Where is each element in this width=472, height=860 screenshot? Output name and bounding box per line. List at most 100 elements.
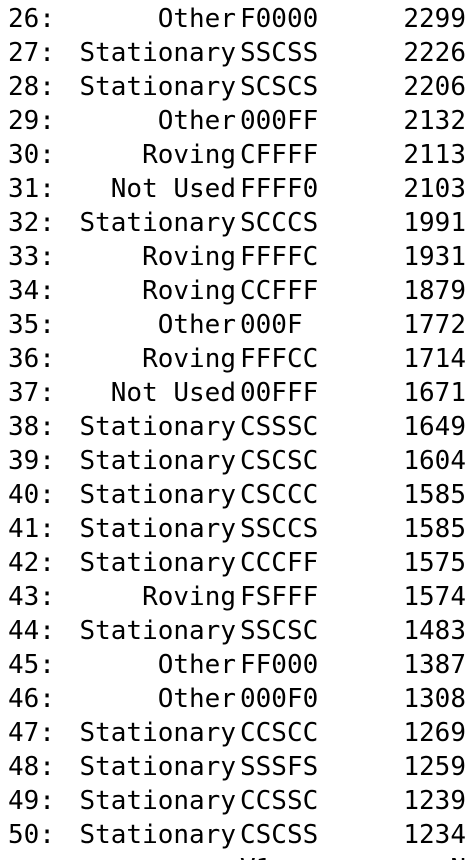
row-code: CSCSS [240,820,319,850]
table-row: 43: Roving FSFFF 1574 [0,580,472,614]
row-index: 26: [8,4,55,34]
row-code: CSSSC [240,412,319,442]
row-category: Roving [142,276,236,306]
row-code: CFFFF [240,140,319,170]
row-code: 000FF [240,106,319,136]
row-count: 2299 [403,4,466,34]
row-category: Roving [142,242,236,272]
row-count: 1879 [403,276,466,306]
row-category: Stationary [79,72,236,102]
row-code: CCSSC [240,786,319,816]
row-index: 35: [8,310,55,340]
row-code: SSSFS [240,752,319,782]
row-count: 1483 [403,616,466,646]
row-category: Stationary [79,412,236,442]
row-count: 1269 [403,718,466,748]
table-row: 49: Stationary CCSSC 1239 [0,784,472,818]
row-index: 48: [8,752,55,782]
table-row: 38: Stationary CSSSC 1649 [0,410,472,444]
row-count: 1991 [403,208,466,238]
row-index: 49: [8,786,55,816]
table-row: 47: Stationary CCSCC 1269 [0,716,472,750]
row-code: SSCSC [240,616,319,646]
row-index: 34: [8,276,55,306]
row-code: CCCFF [240,548,319,578]
table-row: 39: Stationary CSCSC 1604 [0,444,472,478]
row-count: 2132 [403,106,466,136]
row-index: 36: [8,344,55,374]
row-category: Other [157,650,236,680]
row-count: 1772 [403,310,466,340]
row-category: Other [157,4,236,34]
row-code: FF000 [240,650,319,680]
row-index: 29: [8,106,55,136]
table-row: 32: Stationary SCCCS 1991 [0,206,472,240]
row-index: 39: [8,446,55,476]
row-count: 2226 [403,38,466,68]
row-category: Stationary [79,548,236,578]
row-index: 27: [8,38,55,68]
table-row: 42: Stationary CCCFF 1575 [0,546,472,580]
table-row: 29: Other 000FF 2132 [0,104,472,138]
row-index: 30: [8,140,55,170]
row-code: CCSCC [240,718,319,748]
row-code: CCFFF [240,276,319,306]
table-row: 34: Roving CCFFF 1879 [0,274,472,308]
table-row: 36: Roving FFFCC 1714 [0,342,472,376]
row-category: Stationary [79,446,236,476]
row-index: 50: [8,820,55,850]
row-index: 28: [8,72,55,102]
row-category: Stationary [79,820,236,850]
table-row: 35: Other 000F 1772 [0,308,472,342]
row-category: Stationary [79,616,236,646]
row-category: Not Used [110,378,236,408]
row-code: SSCSS [240,38,319,68]
row-code: CSCCC [240,480,319,510]
row-count: 2113 [403,140,466,170]
row-category: Stationary [79,752,236,782]
row-category: Stationary [79,786,236,816]
row-count: 1239 [403,786,466,816]
row-index: 31: [8,174,55,204]
row-code: SCSCS [240,72,319,102]
table-row: 37: Not Used 00FFF 1671 [0,376,472,410]
row-category: Other [157,684,236,714]
row-index: 44: [8,616,55,646]
row-count: 1714 [403,344,466,374]
row-index: 38: [8,412,55,442]
row-count: 1574 [403,582,466,612]
row-category: Roving [142,140,236,170]
row-count: 1604 [403,446,466,476]
row-count: 1585 [403,514,466,544]
table-row: 46: Other 000F0 1308 [0,682,472,716]
row-count: 1585 [403,480,466,510]
row-code: 00FFF [240,378,319,408]
row-category: Stationary [79,38,236,68]
row-code: 000F [240,310,303,340]
row-category: Stationary [79,718,236,748]
row-index: 37: [8,378,55,408]
row-code: SSCCS [240,514,319,544]
row-code: FFFCC [240,344,319,374]
row-count: 1649 [403,412,466,442]
row-index: 47: [8,718,55,748]
table-row: 44: Stationary SSCSC 1483 [0,614,472,648]
row-code: CSCSC [240,446,319,476]
row-category: Stationary [79,514,236,544]
header-count-column: N [380,852,466,860]
row-category: Other [157,106,236,136]
table-row: 40: Stationary CSCCC 1585 [0,478,472,512]
table-row: 31: Not Used FFFF0 2103 [0,172,472,206]
row-index: 32: [8,208,55,238]
table-row: 27: Stationary SSCSS 2226 [0,36,472,70]
row-index: 41: [8,514,55,544]
row-count: 1308 [403,684,466,714]
row-category: Stationary [79,208,236,238]
row-count: 1575 [403,548,466,578]
table-row: 48: Stationary SSSFS 1259 [0,750,472,784]
table-header-row-cut-off: V1 N [0,852,472,860]
row-index: 43: [8,582,55,612]
row-count: 1259 [403,752,466,782]
row-index: 33: [8,242,55,272]
